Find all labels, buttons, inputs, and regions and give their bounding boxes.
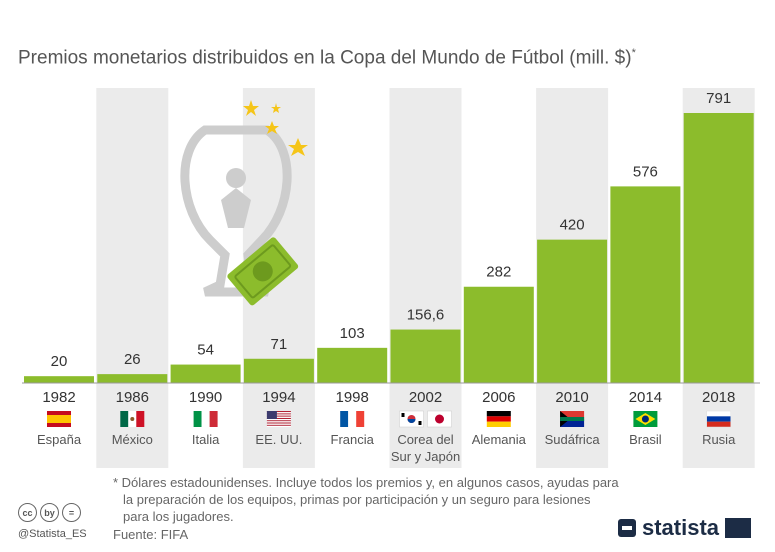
statista-logo-icon xyxy=(618,519,636,537)
korea+japan-flag-icon xyxy=(399,410,452,428)
bar-1990 xyxy=(170,364,241,383)
attribution-icon: by xyxy=(40,503,59,522)
country-label: Alemania xyxy=(472,432,527,447)
country-label: Rusia xyxy=(702,432,736,447)
usa-flag-icon xyxy=(266,411,291,427)
statista-flag-icon xyxy=(725,518,752,538)
year-label: 1986 xyxy=(116,389,149,406)
bar-2006 xyxy=(463,286,534,383)
bar-1982 xyxy=(24,376,94,383)
statista-handle: @Statista_ES xyxy=(18,528,87,540)
value-label: 576 xyxy=(633,163,658,180)
footnote: * Dólares estadounidenses. Incluye todos… xyxy=(113,475,619,524)
no-derivatives-icon: = xyxy=(62,503,81,522)
country-label: EE. UU. xyxy=(255,432,302,447)
value-label: 103 xyxy=(340,325,365,342)
bar-1998 xyxy=(317,347,388,383)
value-label: 71 xyxy=(271,336,288,353)
license-icons[interactable]: cc by = xyxy=(18,503,81,522)
value-label: 156,6 xyxy=(407,307,445,324)
year-label: 1982 xyxy=(42,389,75,406)
russia-flag-icon xyxy=(706,410,731,428)
year-label: 1998 xyxy=(336,389,369,406)
year-label: 2014 xyxy=(629,389,662,406)
money-icon xyxy=(227,237,299,306)
year-label: 1990 xyxy=(189,389,222,406)
value-label: 282 xyxy=(486,264,511,281)
chart-title: Premios monetarios distribuidos en la Co… xyxy=(18,47,636,69)
value-label: 420 xyxy=(560,217,585,234)
country-label: Sudáfrica xyxy=(545,432,601,447)
country-label: Brasil xyxy=(629,432,662,447)
statista-logo[interactable]: statista xyxy=(618,515,752,541)
south-africa-flag-icon xyxy=(560,411,585,427)
cc-icon: cc xyxy=(18,503,37,522)
country-label: Francia xyxy=(331,432,375,447)
country-label: México xyxy=(112,432,153,447)
bar-1986 xyxy=(97,374,168,383)
value-label: 791 xyxy=(706,90,731,107)
country-label: Sur y Japón xyxy=(391,449,460,464)
value-label: 54 xyxy=(197,342,214,359)
italy-flag-icon xyxy=(193,411,218,427)
value-label: 20 xyxy=(51,353,68,370)
year-label: 2010 xyxy=(555,389,588,406)
bar-2014 xyxy=(610,186,681,383)
year-label: 1994 xyxy=(262,389,295,406)
year-label: 2018 xyxy=(702,389,735,406)
country-label: España xyxy=(37,432,82,447)
bar-1994 xyxy=(243,358,314,383)
stars-icon xyxy=(243,100,308,156)
brazil-flag-icon xyxy=(633,411,658,427)
france-flag-icon xyxy=(340,411,365,427)
germany-flag-icon xyxy=(486,411,511,427)
country-label: Corea del xyxy=(397,432,453,447)
statista-logo-text: statista xyxy=(642,515,720,540)
bar-2010 xyxy=(537,239,608,383)
column-band xyxy=(96,88,169,468)
chart: 20 1982 España 26 1986 México 54 1990 Italia 71 19… xyxy=(22,88,760,468)
year-label: 2006 xyxy=(482,389,515,406)
year-label: 2002 xyxy=(409,389,442,406)
mexico-flag-icon xyxy=(120,411,145,427)
spain-flag-icon xyxy=(47,411,71,427)
column-band xyxy=(389,88,462,468)
bar-2002 xyxy=(390,329,461,383)
country-label: Italia xyxy=(192,432,220,447)
source: Fuente: FIFA xyxy=(113,527,189,542)
bar-2018 xyxy=(683,113,754,383)
value-label: 26 xyxy=(124,351,141,368)
